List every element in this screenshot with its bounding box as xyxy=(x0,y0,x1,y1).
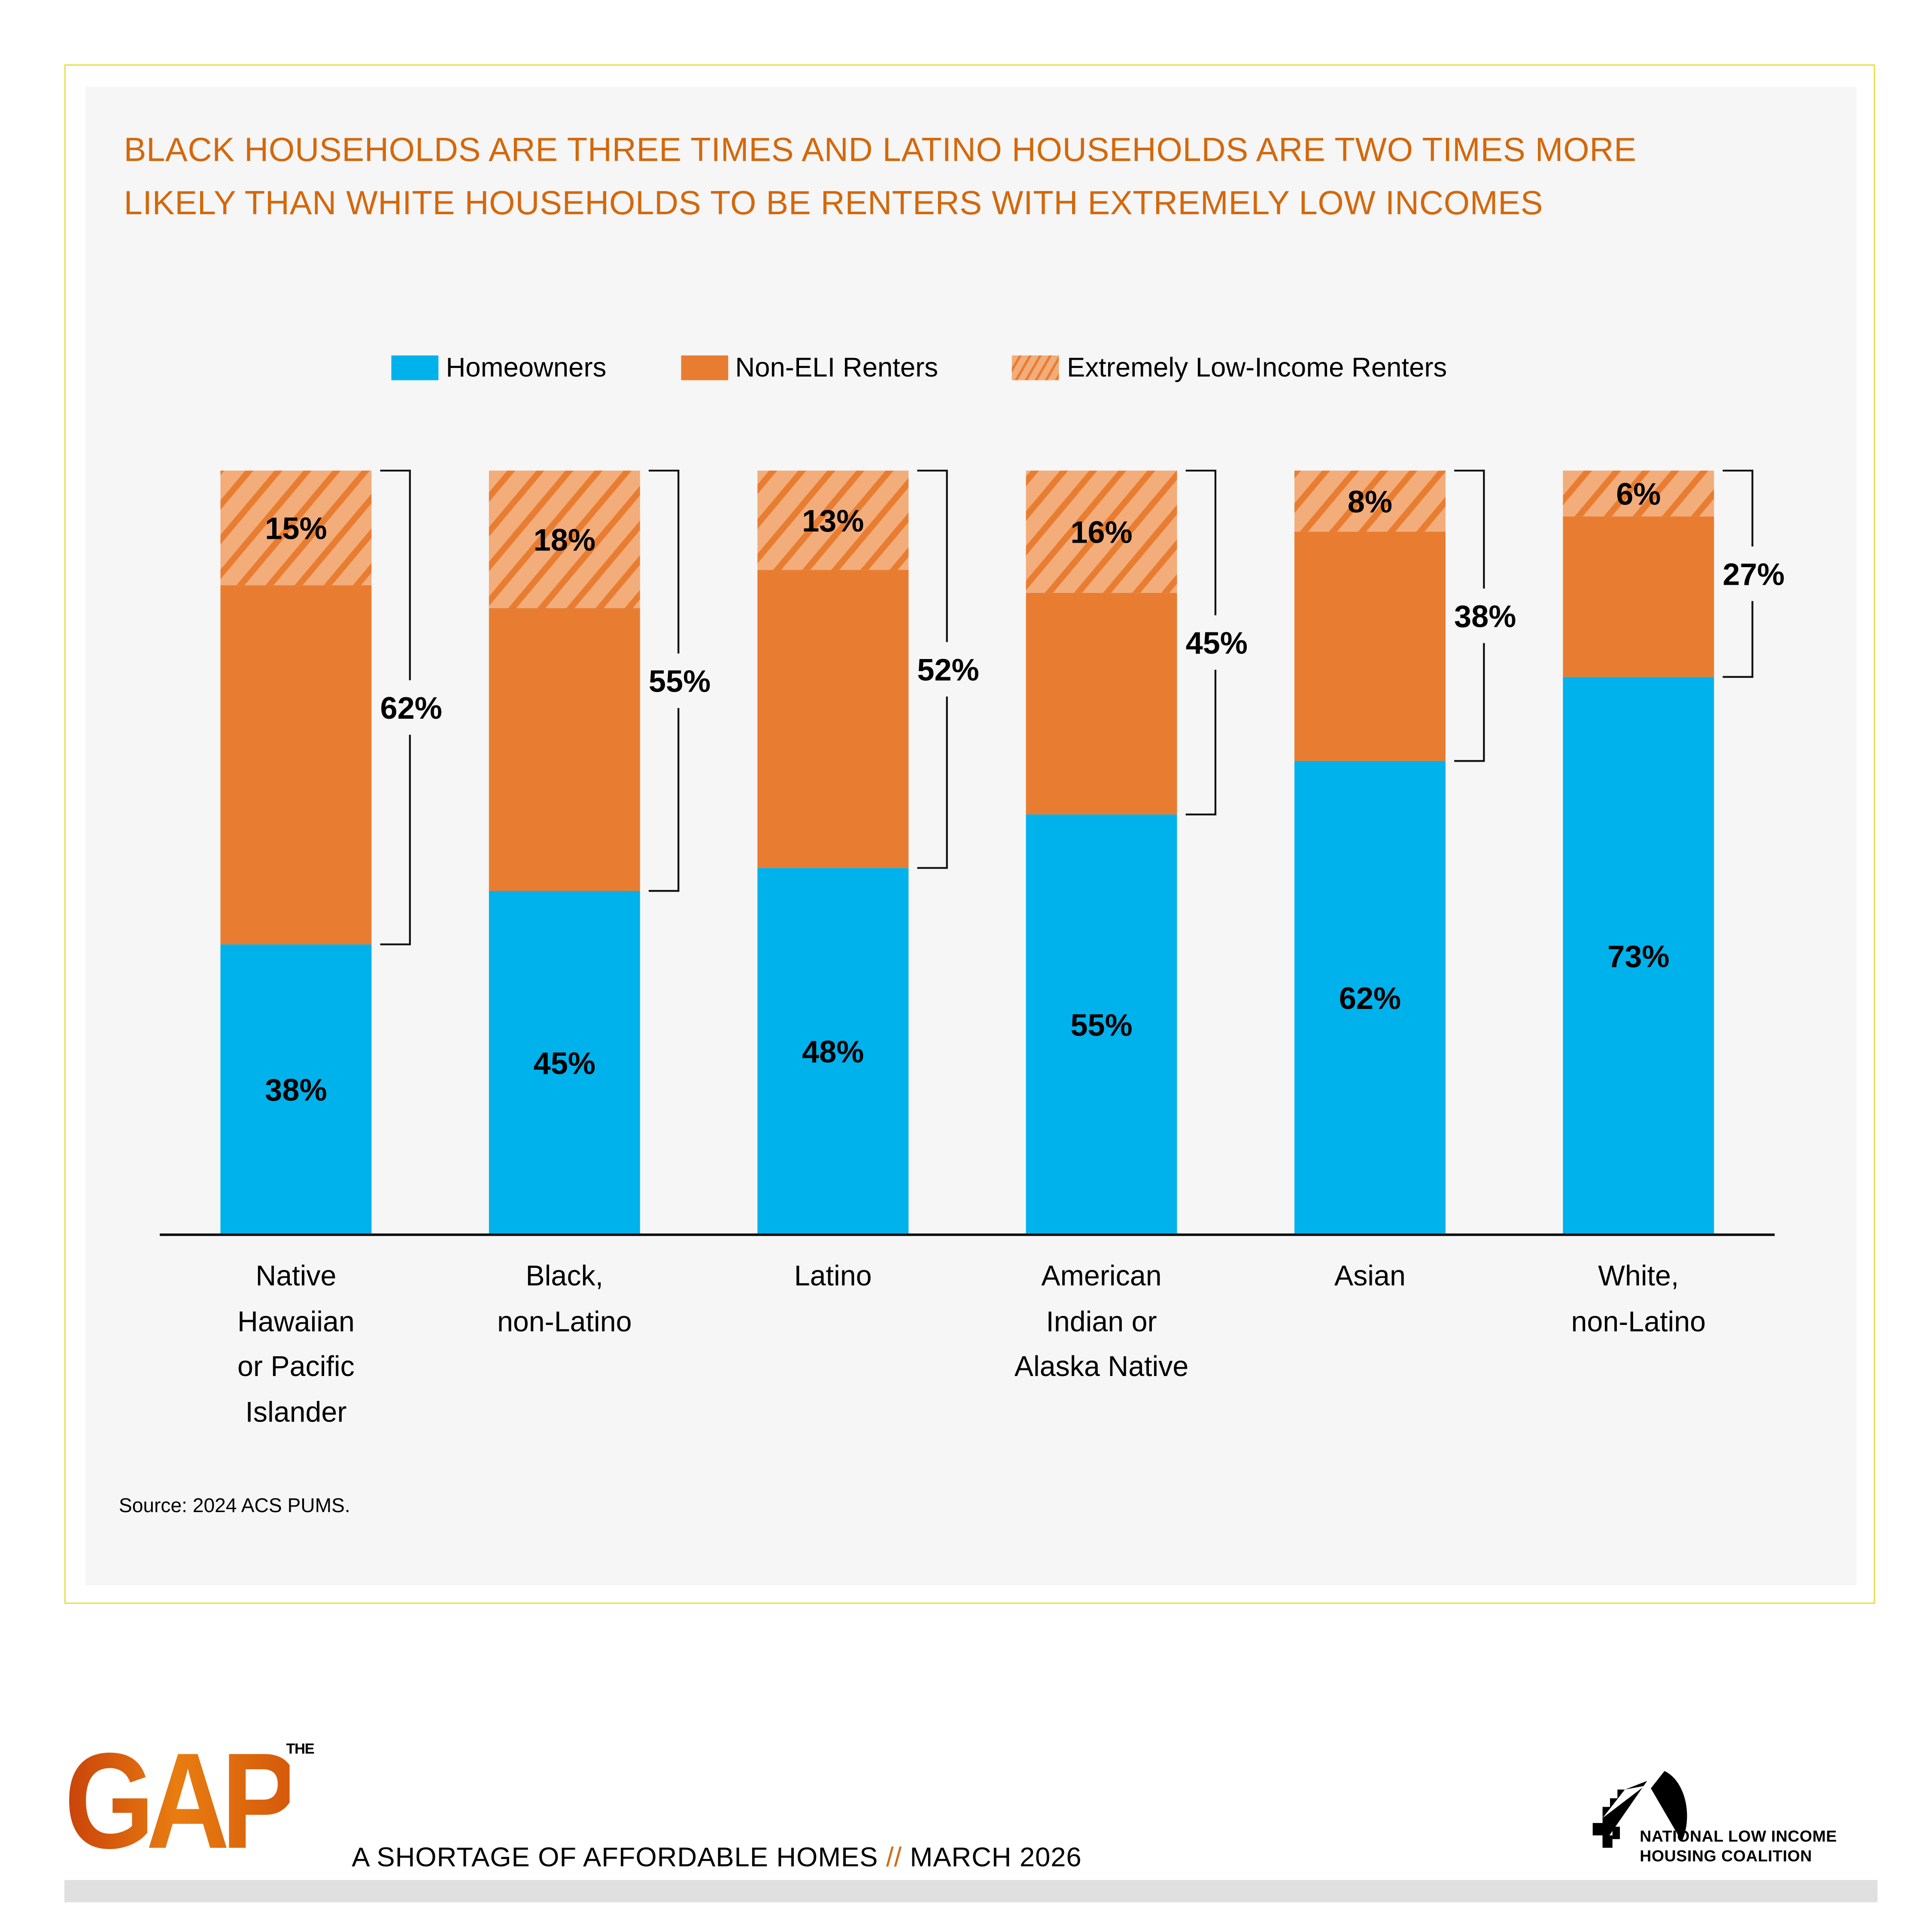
legend-label: Non-ELI Renters xyxy=(735,352,938,383)
chart-title: BLACK HOUSEHOLDS ARE THREE TIMES AND LAT… xyxy=(124,124,1771,230)
bracket-gap xyxy=(673,653,683,708)
x-tick-label-line: non-Latino xyxy=(497,1304,632,1337)
tagline-date: MARCH 2026 xyxy=(910,1841,1082,1873)
org-line-2: HOUSING COALITION xyxy=(1640,1846,1812,1865)
homeowners-value-label: 48% xyxy=(802,1035,864,1069)
org-line-1: NATIONAL LOW INCOME xyxy=(1640,1826,1837,1846)
title-line-2: LIKELY THAN WHITE HOUSEHOLDS TO BE RENTE… xyxy=(124,184,1543,222)
bar-homeowners xyxy=(489,891,640,1235)
renter-total-label: 52% xyxy=(917,653,979,687)
title-line-1: BLACK HOUSEHOLDS ARE THREE TIMES AND LAT… xyxy=(124,131,1637,169)
renter-total-label: 38% xyxy=(1454,599,1516,634)
bar-homeowners xyxy=(1563,677,1714,1235)
eli-value-label: 15% xyxy=(265,512,327,546)
bar-homeowners xyxy=(1026,814,1177,1235)
gap-logo: GAP xyxy=(64,1725,298,1878)
x-tick-label-line: Indian or xyxy=(1046,1304,1157,1337)
eli-value-label: 8% xyxy=(1348,485,1392,519)
legend-swatch-homeowners xyxy=(391,355,439,380)
renter-total-label: 55% xyxy=(649,665,711,699)
homeowners-value-label: 62% xyxy=(1339,981,1401,1016)
eli-value-label: 18% xyxy=(534,523,595,557)
legend-swatch-non-eli xyxy=(680,355,728,380)
x-tick-label: Asian xyxy=(1265,1253,1475,1298)
legend-label: Extremely Low-Income Renters xyxy=(1066,352,1447,383)
renter-total-label: 27% xyxy=(1722,557,1784,592)
bar-homeowners xyxy=(757,868,909,1235)
x-tick-label: Black, non-Latino xyxy=(459,1253,670,1344)
legend-item-homeowners: Homeowners xyxy=(391,352,607,384)
bar-non-eli-renters xyxy=(489,608,640,891)
legend-item-non-eli: Non-ELI Renters xyxy=(680,352,938,384)
legend-label: Homeowners xyxy=(446,352,607,383)
homeowners-value-label: 38% xyxy=(265,1073,327,1108)
bar-non-eli-renters xyxy=(220,585,372,945)
x-tick-label: American Indian or Alaska Native xyxy=(996,1253,1206,1389)
eli-value-label: 16% xyxy=(1070,515,1132,550)
logo-the-text: THE xyxy=(286,1740,314,1758)
bars-group: 38% 15% 62% 45% 18% 55% 48% 13% 52% 55% 16% 45% 62% 8… xyxy=(220,469,1785,1235)
bar-non-eli-renters xyxy=(1026,592,1177,815)
bar-eli-renters xyxy=(489,471,640,608)
outer-frame xyxy=(64,64,1875,1604)
bar-eli-renters xyxy=(1294,471,1446,532)
x-tick-label-line: White, xyxy=(1598,1259,1679,1292)
renter-total-label: 45% xyxy=(1186,626,1248,661)
chart-panel xyxy=(85,86,1857,1586)
bar-non-eli-renters xyxy=(757,570,909,868)
bracket-gap xyxy=(1210,615,1221,670)
x-tick-label-line: or Pacific xyxy=(237,1350,355,1382)
homeowners-value-label: 55% xyxy=(1070,1008,1132,1042)
footer-bar xyxy=(64,1880,1878,1902)
renter-total-label: 62% xyxy=(380,691,442,726)
eli-value-label: 6% xyxy=(1616,477,1661,512)
homeowners-value-label: 73% xyxy=(1607,939,1669,974)
legend: Homeowners Non-ELI Renters Extremely Low… xyxy=(391,349,1522,386)
x-tick-label-line: Islander xyxy=(245,1395,347,1428)
bar-homeowners xyxy=(1294,761,1446,1235)
tagline-main: A SHORTAGE OF AFFORDABLE HOMES xyxy=(352,1841,878,1873)
homeowners-value-label: 45% xyxy=(534,1046,595,1081)
bar-non-eli-renters xyxy=(1294,532,1446,761)
legend-item-eli: Extremely Low-Income Renters xyxy=(1012,352,1447,384)
legend-swatch-eli xyxy=(1012,355,1060,380)
x-tick-label-line: Latino xyxy=(794,1259,872,1292)
bar-eli-renters xyxy=(220,471,372,586)
x-tick-label-line: Asian xyxy=(1334,1259,1406,1292)
source-note: Source: 2024 ACS PUMS. xyxy=(118,1496,350,1517)
tagline-separator: // xyxy=(886,1841,902,1873)
x-tick-label-line: Hawaiian xyxy=(237,1304,355,1337)
bracket-gap xyxy=(1747,546,1758,601)
x-tick-label-line: Black, xyxy=(526,1259,604,1292)
nlihc-org-name: NATIONAL LOW INCOME HOUSING COALITION xyxy=(1640,1827,1837,1866)
bracket-gap xyxy=(942,642,952,697)
bracket-gap xyxy=(1479,588,1489,643)
x-tick-label-line: Native xyxy=(255,1259,337,1292)
report-tagline: A SHORTAGE OF AFFORDABLE HOMES // MARCH … xyxy=(352,1841,1081,1874)
bar-non-eli-renters xyxy=(1563,516,1714,677)
bracket-gap xyxy=(405,680,415,735)
x-tick-label: Latino xyxy=(728,1253,938,1298)
x-tick-label: Native Hawaiian or Pacific Islander xyxy=(191,1253,401,1434)
x-tick-label-line: Alaska Native xyxy=(1014,1350,1189,1382)
x-tick-label-line: American xyxy=(1041,1259,1162,1292)
nlihc-house-logo-icon xyxy=(1592,1771,1687,1848)
bar-homeowners xyxy=(220,944,372,1235)
x-tick-label: White, non-Latino xyxy=(1533,1253,1744,1344)
bar-eli-renters xyxy=(1026,471,1177,593)
x-tick-label-line: non-Latino xyxy=(1571,1304,1706,1337)
eli-value-label: 13% xyxy=(802,504,864,538)
bar-eli-renters xyxy=(757,471,909,570)
bar-eli-renters xyxy=(1563,471,1714,516)
